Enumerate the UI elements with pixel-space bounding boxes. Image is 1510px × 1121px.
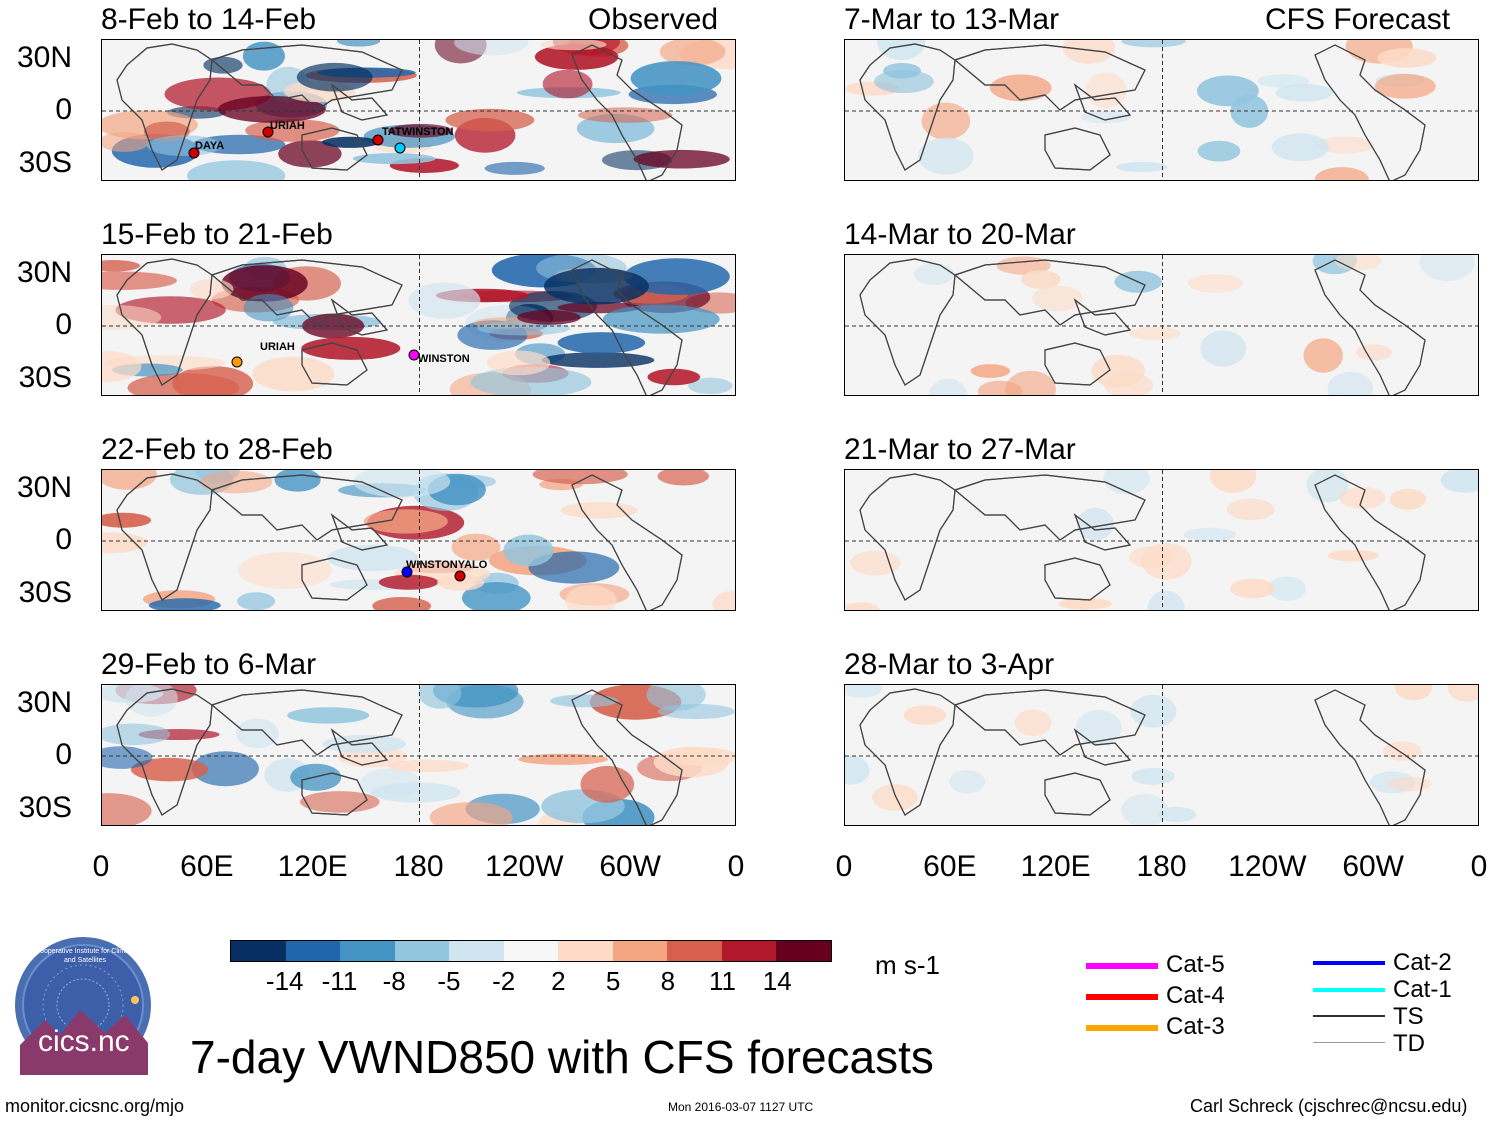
footer-author[interactable]: Carl Schreck (cjschrec@ncsu.edu) [1190,1096,1468,1116]
lon-label-1-2: 120E [1020,850,1091,883]
lat-label-30n-4: 30N [16,686,72,719]
forecast-label: CFS Forecast [1265,3,1451,36]
logo-ring-text: Cooperative Institute for Climate and Sa… [35,948,135,964]
legend-label-a0: Cat-5 [1166,951,1225,978]
legend-label-b3: TD [1393,1030,1425,1057]
lat-label-30s-4: 30S [18,791,72,824]
storm-label-winstonyalo: WINSTONYALO [406,559,488,571]
lon-label-0-1: 60E [180,850,234,883]
storm-label-daya: DAYA [195,140,225,152]
lon-label-0-4: 120W [485,850,564,883]
lon-label-0-2: 120E [277,850,348,883]
panel-title-fc-3: 21-Mar to 27-Mar [844,433,1076,466]
panel-title-fc-4: 28-Mar to 3-Apr [844,648,1055,681]
colorbar-tick-4: -2 [492,966,516,996]
colorbar-tick-7: 8 [660,966,676,996]
colorbar-swatch-0 [231,941,286,961]
colorbar-swatch-9 [721,941,777,961]
lat-label-30n-2: 30N [16,256,72,289]
colorbar-tick-0: -14 [265,966,304,996]
lon-label-1-4: 120W [1228,850,1307,883]
panel-title-fc-1: 7-Mar to 13-Mar [844,3,1060,36]
observed-label: Observed [588,3,719,36]
storm-label-uriah-2: URIAH [260,341,295,353]
legend-line-a2 [1086,1025,1158,1031]
lon-label-1-1: 60E [923,850,977,883]
colorbar-tick-9: 14 [762,966,792,996]
legend-label-b1: Cat-1 [1393,976,1452,1003]
colorbar-swatch-5 [503,941,559,961]
map-panel-fc-2 [844,254,1479,396]
legend-line-a0 [1086,963,1158,969]
panel-title-obs-3: 22-Feb to 28-Feb [101,433,333,466]
storm-label-tatwinston: TATWINSTON [382,126,454,138]
lat-label-30n-3: 30N [16,471,72,504]
lon-label-0-3: 180 [393,850,444,883]
legend-line-b0 [1313,961,1385,965]
logo-text: cics.nc [38,1025,130,1058]
lat-label-30s-3: 30S [18,576,72,609]
panel-title-obs-4: 29-Feb to 6-Mar [101,648,317,681]
map-panel-obs-3 [101,469,736,611]
legend-line-b3 [1313,1042,1385,1043]
lon-label-0-0: 0 [92,850,110,883]
map-panel-fc-1 [844,39,1479,181]
legend-line-b1 [1313,988,1385,992]
map-panel-fc-3 [844,469,1479,611]
legend-line-b2 [1313,1015,1385,1017]
map-panel-obs-2 [101,254,736,396]
colorbar-tick-3: -5 [437,966,461,996]
main-title: 7-day VWND850 with CFS forecasts [190,1031,934,1083]
colorbar-tick-2: -8 [382,966,406,996]
colorbar-tick-8: 11 [709,966,737,996]
storm-label-uriah-1: URIAH [270,120,305,132]
colorbar-tick-1: -11 [321,966,358,996]
lon-label-1-0: 0 [835,850,853,883]
lat-label-30n-1: 30N [16,41,72,74]
colorbar-tick-5: 2 [551,966,566,996]
footer-timestamp: Mon 2016-03-07 1127 UTC [668,1100,814,1114]
colorbar-swatch-8 [667,941,722,961]
panel-title-obs-1: 8-Feb to 14-Feb [101,3,317,36]
colorbar-swatch-6 [558,941,613,961]
map-panel-fc-4 [844,684,1479,826]
panel-title-fc-2: 14-Mar to 20-Mar [844,218,1076,251]
colorbar-swatch-3 [394,941,450,961]
lat-label-eq-4: 0 [55,738,72,771]
colorbar [230,940,832,962]
units-label: m s-1 [875,950,940,980]
lat-label-eq-3: 0 [55,523,72,556]
lon-label-1-3: 180 [1136,850,1187,883]
colorbar-swatch-10 [776,941,832,961]
lat-label-eq-2: 0 [55,308,72,341]
lat-label-eq-1: 0 [55,93,72,126]
lat-label-30s-1: 30S [18,146,72,179]
legend-line-a1 [1086,994,1158,1000]
footer-url[interactable]: monitor.cicsnc.org/mjo [5,1096,185,1116]
legend-label-b2: TS [1393,1003,1424,1030]
lon-label-1-6: 0 [1470,850,1488,883]
legend-label-b0: Cat-2 [1393,949,1452,976]
colorbar-swatch-2 [340,941,395,961]
legend-label-a1: Cat-4 [1166,982,1225,1009]
colorbar-swatch-4 [449,941,504,961]
legend-label-a2: Cat-3 [1166,1013,1225,1040]
lat-label-30s-2: 30S [18,361,72,394]
colorbar-swatch-7 [612,941,668,961]
lon-label-0-5: 60W [599,850,661,883]
lon-label-1-5: 60W [1342,850,1404,883]
map-panel-obs-4 [101,684,736,826]
colorbar-tick-6: 5 [605,966,621,996]
lon-label-0-6: 0 [727,850,745,883]
storm-label-winston-2: WINSTON [418,353,470,365]
panel-title-obs-2: 15-Feb to 21-Feb [101,218,333,251]
cics-logo: cics.nc Cooperative Institute for Climat… [10,935,156,1075]
map-panel-obs-1 [101,39,736,181]
colorbar-swatch-1 [285,941,341,961]
